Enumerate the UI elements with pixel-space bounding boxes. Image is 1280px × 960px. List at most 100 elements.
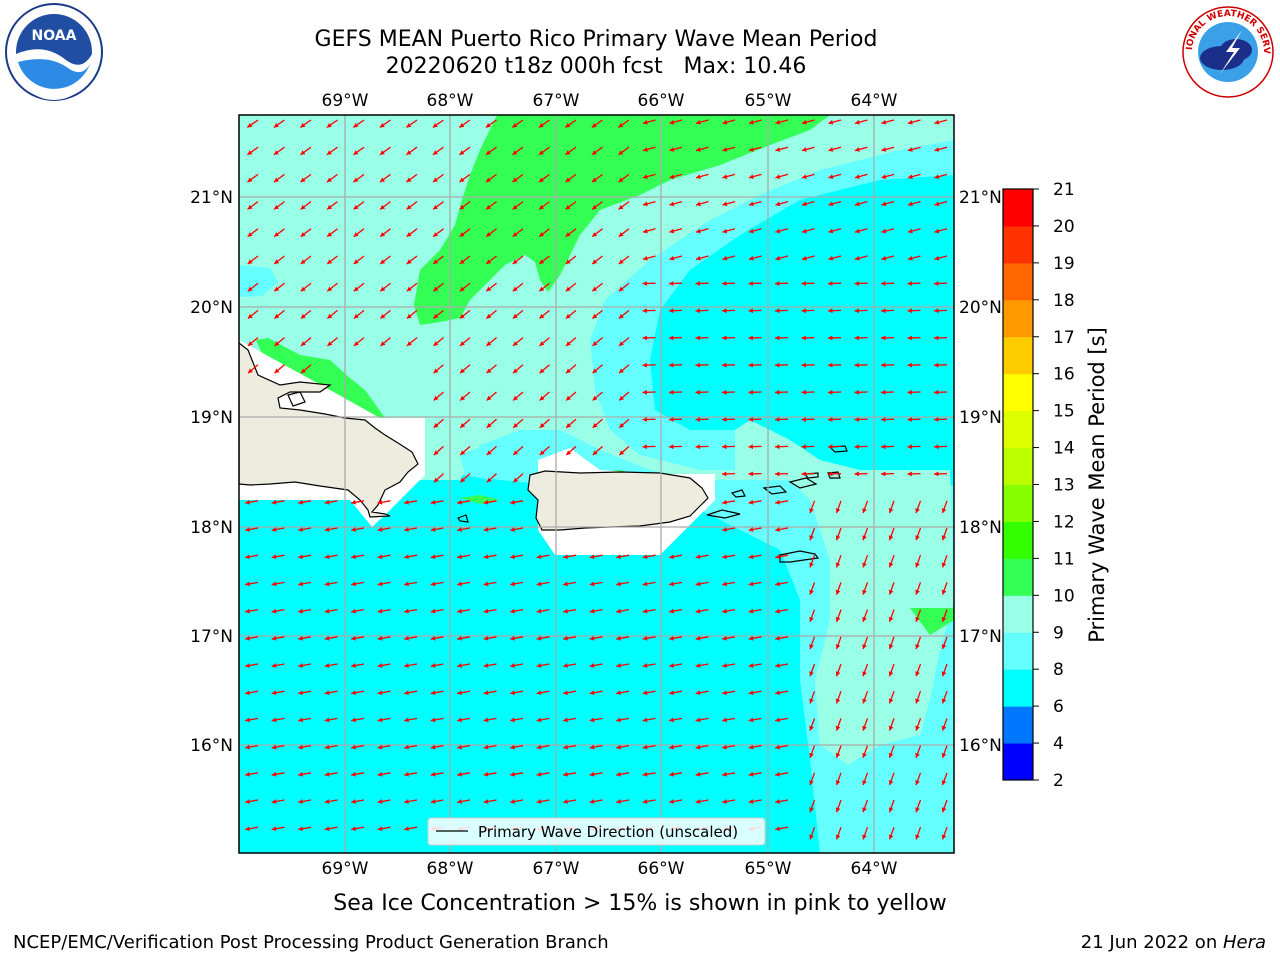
wave-arrow xyxy=(271,717,285,723)
wave-arrow xyxy=(915,826,922,840)
wave-arrow xyxy=(618,201,630,210)
wave-arrow xyxy=(801,119,815,125)
lon-label-top: 69°W xyxy=(322,91,369,111)
wave-arrow xyxy=(377,554,391,560)
wave-arrow xyxy=(907,281,921,286)
wave-arrow xyxy=(862,826,869,840)
colorbar-tick-label: 6 xyxy=(1053,697,1064,717)
wave-arrow xyxy=(774,362,789,368)
wave-arrow xyxy=(854,444,868,450)
colorbar-tick-label: 4 xyxy=(1053,734,1064,754)
colorbar-segment xyxy=(1003,373,1033,412)
wave-arrow xyxy=(536,799,550,804)
wave-arrow xyxy=(565,418,577,429)
land-vieques xyxy=(706,509,741,519)
wave-arrow xyxy=(669,635,683,641)
wave-arrow xyxy=(748,744,762,750)
wave-arrow xyxy=(748,690,762,696)
land-hispaniola xyxy=(239,342,419,518)
lat-label-left: 18°N xyxy=(190,518,233,538)
wave-arrow xyxy=(485,309,497,320)
wave-arrow xyxy=(642,255,656,261)
wave-arrow xyxy=(326,228,338,238)
lat-label-right: 21°N xyxy=(959,188,1002,208)
wave-direction-arrows xyxy=(245,119,948,840)
wave-arrow xyxy=(485,282,497,292)
wave-arrow xyxy=(432,173,444,183)
wave-arrow xyxy=(483,554,497,560)
wave-arrow xyxy=(457,799,471,804)
wave-arrow xyxy=(722,255,736,261)
wave-arrow xyxy=(854,228,868,234)
wave-arrow xyxy=(377,771,391,777)
footer-machine: Hera xyxy=(1222,932,1266,953)
wave-arrow xyxy=(589,663,603,668)
wave-arrow xyxy=(642,335,656,341)
wave-arrow xyxy=(941,663,948,677)
lat-label-right: 19°N xyxy=(959,408,1002,428)
wave-arrow xyxy=(432,309,444,320)
wave-arrow xyxy=(933,444,948,450)
wave-arrow xyxy=(801,173,815,179)
wave-arrow xyxy=(888,799,895,813)
wave-arrow xyxy=(748,308,762,314)
wave-arrow xyxy=(907,444,921,450)
wave-arrow xyxy=(433,364,444,374)
lat-label-left: 19°N xyxy=(190,408,233,428)
wave-arrow xyxy=(854,281,868,286)
wave-arrow xyxy=(669,581,683,587)
wave-arrow xyxy=(642,281,656,286)
wave-arrow xyxy=(695,362,709,368)
wave-arrow xyxy=(324,608,338,614)
wave-arrow xyxy=(748,200,762,207)
colorbar-segment xyxy=(1003,225,1033,264)
wave-arrow xyxy=(536,608,550,614)
wave-arrow xyxy=(538,201,550,210)
wave-arrow xyxy=(933,308,948,314)
wave-arrow xyxy=(589,771,603,777)
wave-arrow xyxy=(404,663,418,668)
wave-arrow xyxy=(642,744,656,750)
wave-arrow xyxy=(483,771,497,777)
wave-arrow xyxy=(618,255,630,265)
wave-arrow xyxy=(486,445,497,456)
wave-arrow xyxy=(377,499,391,505)
land-tortola xyxy=(788,477,818,489)
wave-arrow xyxy=(695,581,709,587)
wave-arrow xyxy=(459,445,471,456)
wave-arrow xyxy=(324,663,338,668)
wave-arrow xyxy=(459,309,471,320)
lon-label-top: 66°W xyxy=(638,91,685,111)
wave-arrow xyxy=(801,444,815,450)
wave-arrow xyxy=(695,173,709,179)
wave-arrow xyxy=(433,445,444,456)
wave-arrow xyxy=(536,581,550,587)
wave-arrow xyxy=(801,417,815,422)
lat-label-right: 17°N xyxy=(959,627,1002,647)
wave-arrow xyxy=(881,255,895,261)
wave-arrow xyxy=(915,554,922,568)
wave-arrow xyxy=(510,554,524,560)
wave-arrow xyxy=(538,282,550,292)
lat-label-right: 16°N xyxy=(959,736,1002,756)
wave-arrow xyxy=(247,255,259,265)
wave-arrow xyxy=(809,799,816,813)
wave-arrow xyxy=(298,717,312,723)
wave-arrow xyxy=(404,554,418,560)
wave-arrow xyxy=(668,444,683,450)
wave-arrow xyxy=(801,471,815,477)
wave-arrow xyxy=(539,391,550,401)
wave-arrow xyxy=(695,228,709,234)
colorbar-tick-label: 15 xyxy=(1053,402,1075,422)
wave-arrow xyxy=(880,281,895,286)
wave-arrow xyxy=(536,663,550,668)
wave-arrow xyxy=(669,119,683,125)
wave-arrow xyxy=(907,146,921,152)
wave-arrow xyxy=(324,717,338,723)
wave-arrow xyxy=(377,635,391,641)
wave-arrow xyxy=(907,471,921,477)
wave-arrow xyxy=(563,635,577,641)
wave-arrow xyxy=(616,663,630,668)
wave-arrow xyxy=(459,146,471,156)
wave-arrow xyxy=(721,471,736,477)
